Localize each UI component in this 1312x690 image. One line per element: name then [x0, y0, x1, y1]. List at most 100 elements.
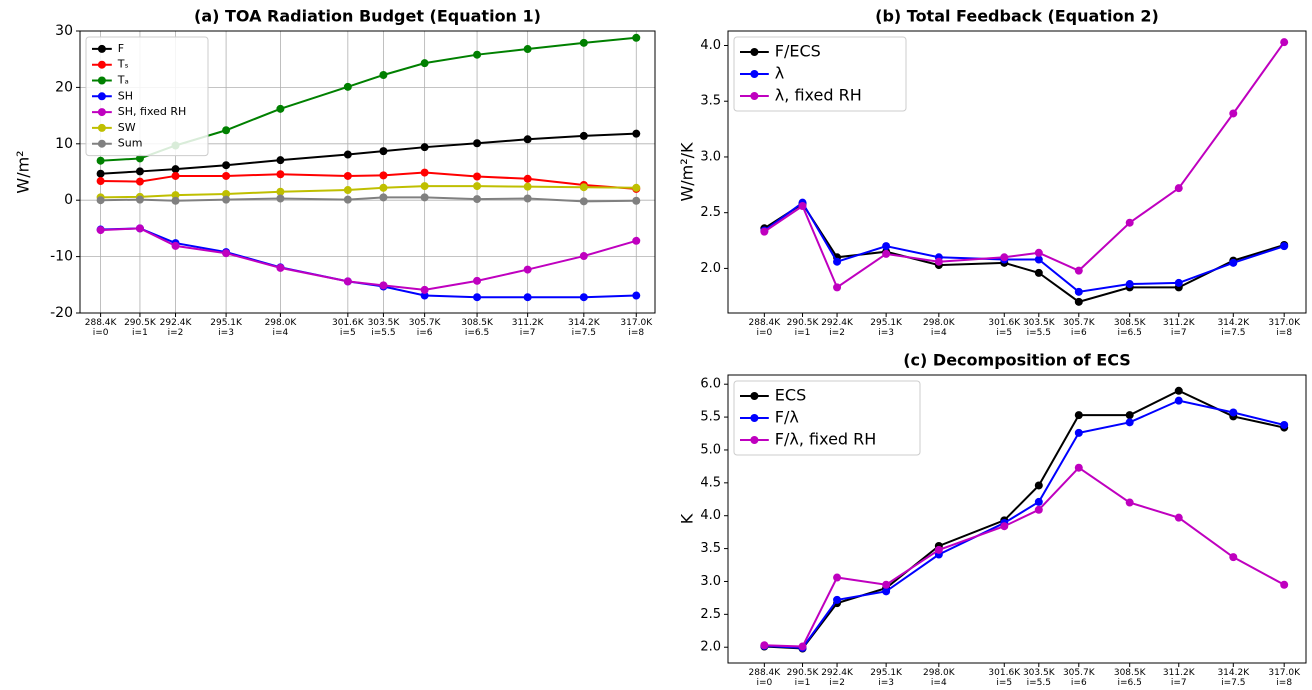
x-tick-label: 301.6K i=5	[988, 318, 1021, 338]
point	[276, 170, 285, 179]
point	[1074, 463, 1083, 472]
point	[1034, 255, 1043, 264]
y-tick-label: 4.0	[700, 38, 721, 53]
point	[1174, 513, 1183, 522]
point	[276, 104, 285, 113]
x-tick-label: 288.4K i=0	[748, 318, 781, 338]
point	[343, 277, 352, 286]
y-tick-label: 2.0	[700, 640, 721, 655]
series-line	[100, 227, 637, 291]
x-tick-label: 311.2K i=7	[511, 318, 544, 338]
point	[1034, 268, 1043, 277]
point	[632, 129, 641, 138]
point	[96, 196, 105, 205]
point	[171, 191, 180, 200]
x-tick-label: 298.0K i=4	[264, 318, 297, 338]
y-tick-label: 2.5	[700, 205, 721, 220]
point	[222, 249, 231, 258]
point	[1034, 497, 1043, 506]
point	[1174, 278, 1183, 287]
series-line	[764, 399, 1285, 649]
legend-marker	[97, 60, 106, 69]
x-tick-label: 305.7K i=6	[1062, 668, 1095, 688]
point	[632, 183, 641, 192]
y-tick-label: 4.5	[700, 475, 721, 490]
point	[420, 193, 429, 202]
y-tick-label: 0	[64, 192, 73, 208]
point	[760, 227, 769, 236]
y-tick-label: 5.0	[700, 442, 721, 457]
point	[1000, 522, 1009, 531]
point	[523, 135, 532, 144]
point	[343, 171, 352, 180]
point	[579, 197, 588, 206]
point	[96, 156, 105, 165]
point	[343, 150, 352, 159]
legend-marker	[750, 436, 759, 444]
point	[798, 642, 807, 651]
axes-frame	[727, 30, 1307, 314]
point	[1034, 505, 1043, 514]
point	[579, 131, 588, 140]
x-tick-label: 303.5K i=5.5	[1022, 318, 1055, 338]
point	[632, 196, 641, 205]
series-line	[764, 466, 1285, 648]
point	[1174, 184, 1183, 193]
point	[1174, 396, 1183, 405]
point	[1074, 287, 1083, 296]
point	[379, 183, 388, 192]
point	[379, 281, 388, 290]
x-tick-label: 298.0K i=4	[922, 668, 955, 688]
point	[1125, 280, 1134, 289]
point	[343, 82, 352, 91]
y-tick-label: 20	[55, 79, 73, 95]
point	[1174, 386, 1183, 395]
legend-label: Tₐ	[117, 74, 129, 87]
point	[632, 291, 641, 300]
x-tick-label: 311.2K i=7	[1162, 668, 1195, 688]
legend-label: λ	[775, 64, 784, 83]
legend-marker	[97, 108, 106, 117]
legend-box	[733, 380, 921, 456]
point	[1034, 481, 1043, 490]
point	[420, 285, 429, 294]
legend-marker	[750, 70, 759, 78]
point	[96, 169, 105, 178]
y-tick-label: 3.0	[700, 574, 721, 589]
x-tick-label: 290.5K i=1	[786, 318, 819, 338]
point	[1229, 258, 1238, 267]
point	[882, 580, 891, 589]
y-tick-label: 2.5	[700, 607, 721, 622]
x-tick-label: 317.0K i=8	[1268, 668, 1301, 688]
point	[523, 182, 532, 191]
point	[135, 154, 144, 163]
legend-label: F	[118, 42, 124, 55]
x-tick-label: 290.5K i=1	[124, 318, 156, 338]
x-tick-label: 317.0K i=8	[620, 318, 653, 338]
legend-marker	[97, 76, 106, 85]
legend-marker	[750, 392, 759, 400]
x-tick-label: 292.4K i=2	[159, 318, 192, 338]
x-tick-label: 308.5K i=6.5	[461, 318, 493, 338]
x-tick-label: 314.2K i=7.5	[567, 318, 600, 338]
y-tick-label: 3.5	[700, 541, 721, 556]
y-axis-label: K	[678, 513, 697, 524]
point	[420, 291, 429, 300]
x-tick-label: 303.5K i=5.5	[367, 318, 400, 338]
x-tick-label: 308.5K i=6.5	[1113, 668, 1146, 688]
point	[833, 283, 842, 292]
x-tick-label: 305.7K i=6	[408, 318, 441, 338]
point	[1125, 218, 1134, 227]
x-tick-label: 301.6K i=5	[988, 668, 1021, 688]
point	[632, 33, 641, 42]
point	[473, 172, 482, 181]
legend-marker	[97, 123, 106, 132]
x-tick-label: 301.6K i=5	[331, 318, 364, 338]
series-line	[763, 202, 1285, 303]
legend-box	[85, 36, 209, 157]
series-line	[100, 185, 637, 199]
point	[222, 171, 231, 180]
y-tick-label: 2.0	[700, 261, 721, 276]
point	[171, 165, 180, 174]
